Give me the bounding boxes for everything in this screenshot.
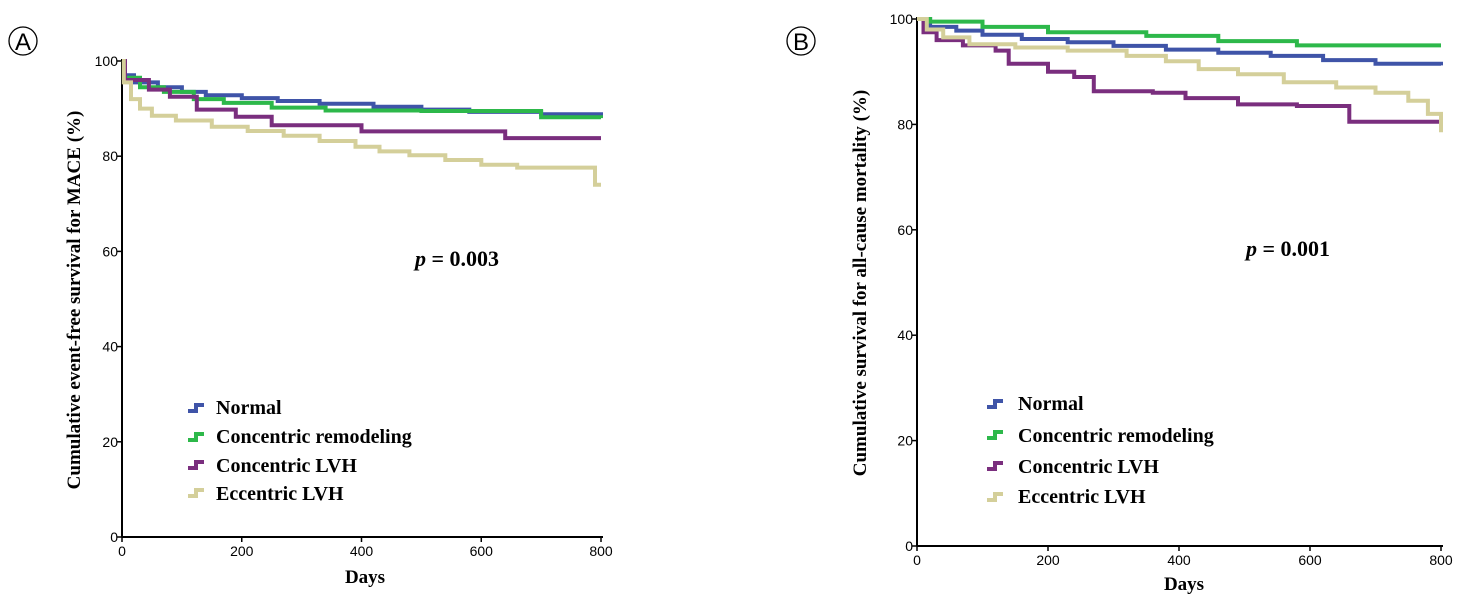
panel-a-label-circle: [8, 26, 38, 56]
panel-b-plot: 0 20 40 60 80 100 0 200 400 600 800: [890, 11, 1453, 568]
panel-b-legend-marker-concentric-remodeling: [987, 430, 1003, 440]
panel-b-y-tick-label-0: 0: [905, 538, 913, 554]
panel-b-y-tick-label-80: 80: [897, 116, 913, 132]
panel-b-y-axis-title: Cumulative survival for all-cause mortal…: [850, 90, 871, 476]
panel-a-x-axis-title: Days: [345, 567, 385, 588]
panel-a-p-symbol: p: [413, 246, 426, 271]
panel-b-legend-marker-concentric-lvh: [987, 461, 1003, 471]
panel-b-series-concentric-remodeling: [917, 17, 1441, 48]
panel-a-legend-marker-normal: [188, 403, 204, 413]
panel-a-legend-label-concentric-lvh: Concentric LVH: [216, 455, 357, 477]
panel-b-p-value: p = 0.001: [1244, 236, 1330, 261]
panel-a-y-tick-label-40: 40: [102, 339, 118, 355]
panel-b-x-tick-label-200: 200: [1036, 552, 1060, 568]
panel-a-series-eccentric-lvh: [121, 59, 601, 187]
panel-a-series-normal: [122, 59, 603, 117]
panel-b-x-axis-title: Days: [1164, 574, 1204, 595]
panel-b-legend-label-concentric-remodeling: Concentric remodeling: [1018, 425, 1214, 447]
panel-a-legend-label-concentric-remodeling: Concentric remodeling: [216, 426, 412, 448]
panel-a-y-tick-label-0: 0: [110, 529, 118, 545]
panel-a-y-axis-title: Cumulative event-free survival for MACE …: [64, 111, 85, 490]
panel-b-y-tick-label-40: 40: [897, 327, 913, 343]
panel-a-legend: Normal Concentric remodeling Concentric …: [216, 397, 412, 505]
panel-a-y-tick-label-20: 20: [102, 434, 118, 450]
panel-b-y-tick-label-20: 20: [897, 433, 913, 449]
panel-a-plot: 0 20 40 60 80 100 0 200 400 600 800: [95, 53, 613, 559]
panel-b-legend-label-normal: Normal: [1018, 393, 1084, 415]
panel-b-x-tick-label-400: 400: [1167, 552, 1191, 568]
panel-b: B 0 20 40 60 80 100 0 200 400 600 800 Days Cumulat…: [786, 11, 1453, 595]
panel-a-y-tick-label-80: 80: [102, 148, 118, 164]
panel-a-x-tick-label-400: 400: [350, 543, 374, 559]
panel-a-legend-marker-concentric-lvh: [188, 460, 204, 470]
panel-a-legend-label-eccentric-lvh: Eccentric LVH: [216, 483, 344, 505]
panel-b-y-tick-label-100: 100: [890, 11, 914, 27]
panel-b-x-tick-label-800: 800: [1429, 552, 1453, 568]
panel-a-label: A: [15, 29, 31, 56]
panel-b-series-normal: [917, 17, 1443, 66]
panel-b-legend-marker-eccentric-lvh: [987, 492, 1003, 502]
panel-b-legend-marker-normal: [987, 399, 1003, 409]
panel-b-p-symbol: p: [1244, 236, 1257, 261]
panel-a-x-tick-label-800: 800: [589, 543, 613, 559]
panel-b-legend-label-concentric-lvh: Concentric LVH: [1018, 456, 1159, 478]
panel-b-legend: Normal Concentric remodeling Concentric …: [1018, 393, 1214, 508]
panel-a-y-tick-label-60: 60: [102, 243, 118, 259]
panel-b-label: B: [793, 29, 809, 56]
panel-b-y-tick-label-60: 60: [897, 222, 913, 238]
panel-a-series-concentric-lvh: [122, 59, 601, 141]
panel-b-series-eccentric-lvh: [917, 17, 1443, 133]
panel-a-x-tick-label-200: 200: [230, 543, 254, 559]
panel-a-series-concentric-remodeling: [122, 59, 603, 120]
panel-a-p-text: = 0.003: [426, 246, 499, 271]
panel-a-p-value: p = 0.003: [413, 246, 499, 271]
panel-b-p-text: = 0.001: [1257, 236, 1330, 261]
panel-b-x-tick-label-600: 600: [1298, 552, 1322, 568]
panel-a-y-tick-label-100: 100: [95, 53, 119, 69]
panel-a-legend-label-normal: Normal: [216, 397, 282, 419]
panel-a: A 0 20 40 60 80 100 0 200 400 600 800 Days Cumulat…: [8, 26, 613, 588]
panel-a-legend-marker-eccentric-lvh: [188, 488, 204, 498]
panel-b-label-circle: [786, 26, 816, 56]
panel-a-x-tick-label-600: 600: [470, 543, 494, 559]
panel-b-legend-label-eccentric-lvh: Eccentric LVH: [1018, 486, 1146, 508]
panel-b-series-concentric-lvh: [917, 17, 1441, 124]
panel-b-x-tick-label-0: 0: [913, 552, 921, 568]
panel-a-x-tick-label-0: 0: [118, 543, 126, 559]
panel-a-legend-marker-concentric-remodeling: [188, 432, 204, 442]
